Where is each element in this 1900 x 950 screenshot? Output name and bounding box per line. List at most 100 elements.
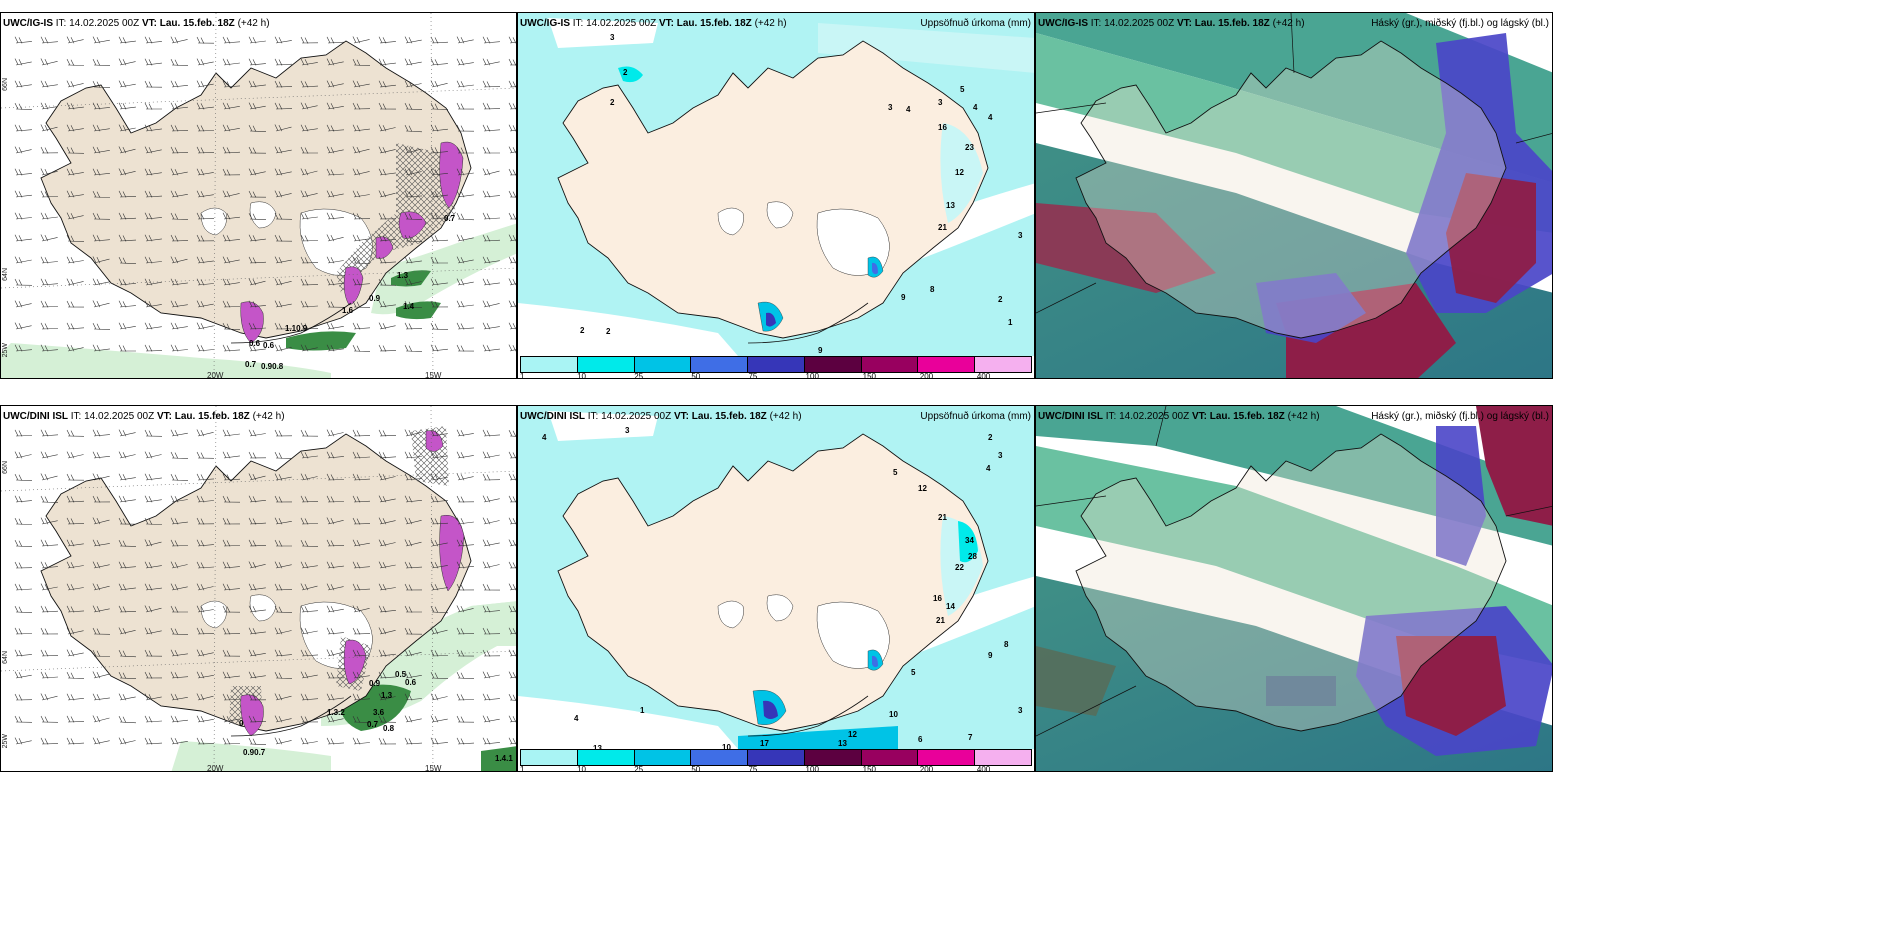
wind-barb <box>196 561 215 569</box>
wind-barb <box>248 495 266 503</box>
wind-barb <box>300 693 319 701</box>
wind-barb <box>196 80 214 88</box>
legend-tick: 75 <box>748 372 758 379</box>
precip-value: 22 <box>955 563 964 572</box>
wind-barb <box>352 146 370 154</box>
wind-barb <box>508 322 516 330</box>
wind-barb <box>170 124 189 132</box>
wind-barb <box>40 58 58 66</box>
wind-barb <box>508 102 516 110</box>
wind-barb <box>66 80 84 88</box>
wind-value: 3.6 <box>373 708 385 717</box>
wind-barb <box>40 715 59 723</box>
lat-label-66n: 66N <box>2 78 9 91</box>
wind-barb <box>222 102 240 110</box>
wind-barb <box>170 649 188 657</box>
wind-barb <box>248 300 266 308</box>
wind-barb <box>92 539 110 547</box>
wind-barb <box>92 80 111 88</box>
wind-barb <box>118 234 137 242</box>
wind-barb <box>40 212 58 220</box>
wind-barb <box>92 344 110 352</box>
wind-barb <box>222 124 240 132</box>
wind-value: 0.7 <box>444 214 456 223</box>
wind-barb <box>378 671 397 679</box>
wind-barb <box>456 190 474 198</box>
precip-value: 3 <box>938 98 943 107</box>
wind-barb <box>430 605 449 614</box>
lon-label-20w: 20W <box>207 371 224 379</box>
precip-value: 34 <box>965 536 974 545</box>
wind-barb <box>14 539 33 547</box>
wind-barb <box>144 539 162 547</box>
wind-barb <box>352 451 371 459</box>
wind-barb <box>456 212 475 221</box>
wind-barb <box>222 605 241 613</box>
wind-barb <box>170 212 189 220</box>
wind-barb <box>92 212 111 220</box>
wind-barb <box>196 256 214 264</box>
wind-barb <box>222 256 240 264</box>
lat-label-25w: 25W <box>2 734 9 749</box>
wind-barb <box>66 36 84 44</box>
wind-barb <box>378 58 396 66</box>
wind-barb <box>508 495 516 503</box>
wind-barb <box>430 671 449 679</box>
wind-barb <box>430 146 448 154</box>
wind-barb <box>352 627 371 635</box>
legend-swatch <box>691 357 749 372</box>
map-panel-wind-bottom: UWC/DINI ISL IT: 14.02.2025 00Z VT: Lau.… <box>0 405 517 772</box>
wind-barb <box>456 715 475 723</box>
wind-barb <box>144 605 162 613</box>
wind-barb <box>352 583 371 591</box>
wind-barb <box>300 649 319 657</box>
legend-swatch <box>691 750 749 765</box>
wind-barb <box>92 168 110 176</box>
precip-value: 13 <box>946 201 955 210</box>
wind-barb <box>144 36 162 44</box>
wind-barb <box>430 102 449 110</box>
wind-barb <box>66 671 85 679</box>
wind-barb <box>352 344 371 352</box>
wind-barb <box>40 300 59 308</box>
wind-barb <box>482 517 500 525</box>
wind-barb <box>508 146 516 154</box>
wind-barb <box>482 256 500 264</box>
wind-barb <box>40 102 58 110</box>
wind-barb <box>326 561 344 569</box>
legend-swatch <box>918 357 976 372</box>
wind-barb <box>300 300 319 308</box>
wind-barb <box>66 256 84 264</box>
wind-barb <box>170 583 188 591</box>
wind-barb <box>222 693 241 701</box>
wind-barb <box>456 561 474 569</box>
wind-barb <box>66 429 85 437</box>
wind-barb <box>40 146 59 154</box>
wind-barb <box>14 517 33 525</box>
wind-barb <box>300 102 318 110</box>
wind-barb <box>482 344 500 352</box>
wind-barb <box>274 212 293 220</box>
wind-barb <box>326 517 344 525</box>
wind-value: 0.6 <box>249 339 261 348</box>
wind-barb <box>430 212 448 220</box>
precip-field-title: Uppsöfnuð úrkoma (mm) <box>920 18 1031 29</box>
wind-barb <box>508 737 516 745</box>
wind-barb <box>118 561 136 569</box>
wind-barb <box>352 737 370 745</box>
wind-barb <box>456 124 475 132</box>
wind-barb <box>196 278 214 286</box>
wind-barb <box>430 517 449 525</box>
wind-barb <box>222 322 241 330</box>
wind-barb <box>196 344 214 352</box>
wind-barb <box>118 671 137 679</box>
wind-barb <box>40 36 58 44</box>
wind-barb <box>378 451 397 459</box>
wind-barb <box>482 693 500 701</box>
wind-barb <box>378 495 396 503</box>
lon-label-15w: 15W <box>425 371 442 379</box>
wind-barb <box>482 495 500 503</box>
map-panel-precip-bottom: UWC/DINI ISL IT: 14.02.2025 00Z VT: Lau.… <box>517 405 1035 772</box>
wind-barb <box>274 737 292 745</box>
wind-barb <box>378 561 396 569</box>
